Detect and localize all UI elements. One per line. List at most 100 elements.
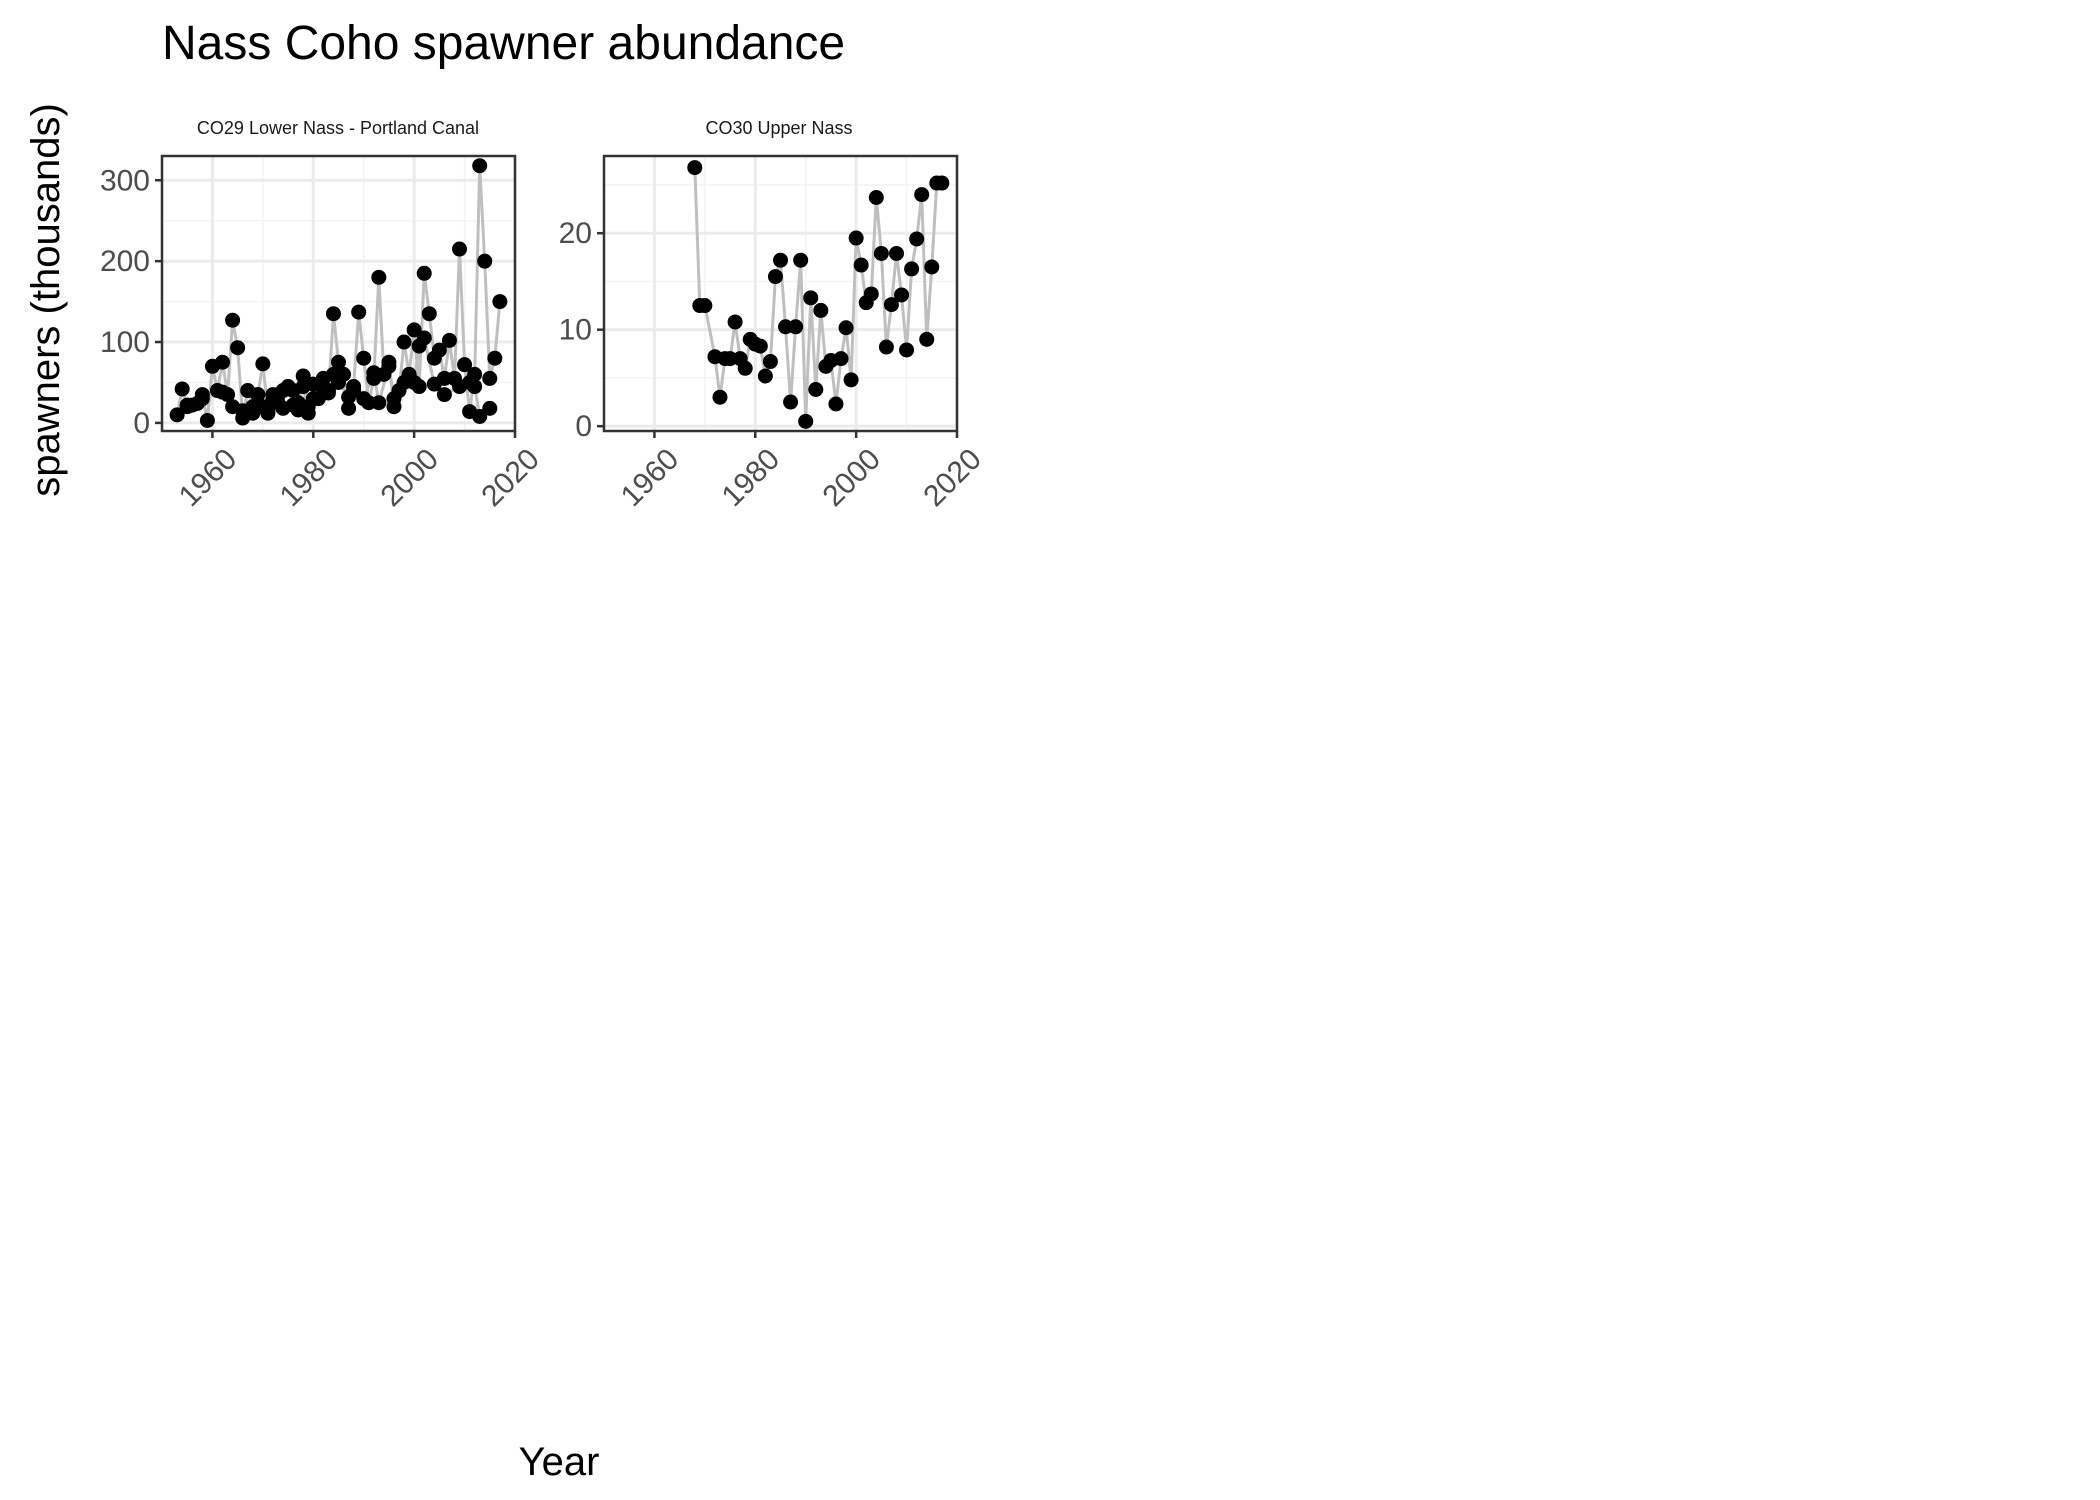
data-point [853,257,869,273]
data-point [773,252,788,268]
data-point [477,253,493,269]
panel-co30: 0 10 20 1960 1980 2000 2020 [559,154,988,514]
data-point [482,400,498,416]
data-point [325,306,341,322]
y-tick-label: 200 [100,245,150,278]
data-point [441,332,457,348]
data-point [487,350,503,366]
data-point [194,391,210,407]
x-tick-label: 1980 [716,443,787,514]
data-point [406,374,422,390]
data-point [396,334,412,350]
y-tick-label: 100 [100,326,150,359]
data-point [255,356,271,372]
data-point [813,302,829,318]
data-point [924,259,940,275]
data-point [934,175,950,191]
x-tick-label: 2000 [816,443,887,514]
data-point [767,269,783,285]
data-point [467,379,483,395]
data-point [416,330,432,346]
data-point [356,350,372,366]
x-tick-label: 2000 [374,443,445,514]
y-tick-label: 20 [559,217,592,250]
data-point [848,230,864,246]
data-point [919,331,935,347]
data-point [838,320,854,336]
data-point [798,413,814,429]
data-point [305,391,321,407]
data-point [331,374,346,390]
data-point [371,269,387,285]
data-point [904,261,920,277]
data-point [472,158,488,174]
data-point [179,399,195,415]
data-point [828,396,844,412]
data-point [833,351,849,367]
data-point [225,312,241,328]
data-point [230,340,246,356]
data-point [421,306,437,322]
data-point [899,342,915,358]
data-point [331,354,346,370]
data-point [727,314,743,330]
data-point [843,372,859,388]
y-axis-label: spawners (thousands) [24,103,68,497]
data-point [436,387,452,403]
data-point [492,294,508,310]
data-point [914,187,930,203]
panel-title-co29: CO29 Lower Nass - Portland Canal [197,118,479,138]
data-point [406,322,422,338]
data-point [346,383,362,399]
panel-border [602,154,959,433]
data-point [712,389,728,405]
data-point [371,395,387,411]
x-tick-label: 1960 [615,443,686,514]
data-point [320,383,336,399]
data-point [878,339,894,355]
data-point [250,387,266,403]
panel-border [160,154,517,433]
data-point [215,354,231,370]
x-tick-label: 2020 [917,443,988,514]
data-point [888,245,904,261]
data-point [174,381,190,397]
data-point [386,391,402,407]
data-point [868,189,884,205]
y-tick-label: 0 [575,410,592,443]
data-point [215,384,231,400]
data-point [697,298,713,314]
data-point [909,231,925,247]
data-point [341,400,357,416]
x-tick-label: 1960 [173,443,244,514]
data-point [260,405,276,421]
data-point [752,338,768,354]
data-point [808,382,824,398]
data-point [356,391,372,407]
data-point [883,297,899,313]
data-point [762,354,778,370]
data-point [737,360,753,376]
data-point [863,286,879,302]
data-point [687,160,703,176]
data-point [873,245,889,261]
data-point [457,357,473,373]
y-tick-label: 0 [133,407,150,440]
data-point [793,252,809,268]
data-point [351,304,367,320]
data-point [452,241,468,257]
panel-title-co30: CO30 Upper Nass [705,118,852,138]
data-point [482,370,498,386]
chart-title: Nass Coho spawner abundance [162,17,845,70]
y-tick-label: 300 [100,164,150,197]
x-axis-label: Year [519,1440,600,1484]
x-tick-label: 2020 [475,443,546,514]
data-point [381,358,397,374]
data-point [757,368,773,384]
data-point [472,408,488,424]
x-tick-label: 1980 [274,443,345,514]
data-point [788,319,804,335]
data-point [783,394,799,410]
data-point [366,365,382,381]
